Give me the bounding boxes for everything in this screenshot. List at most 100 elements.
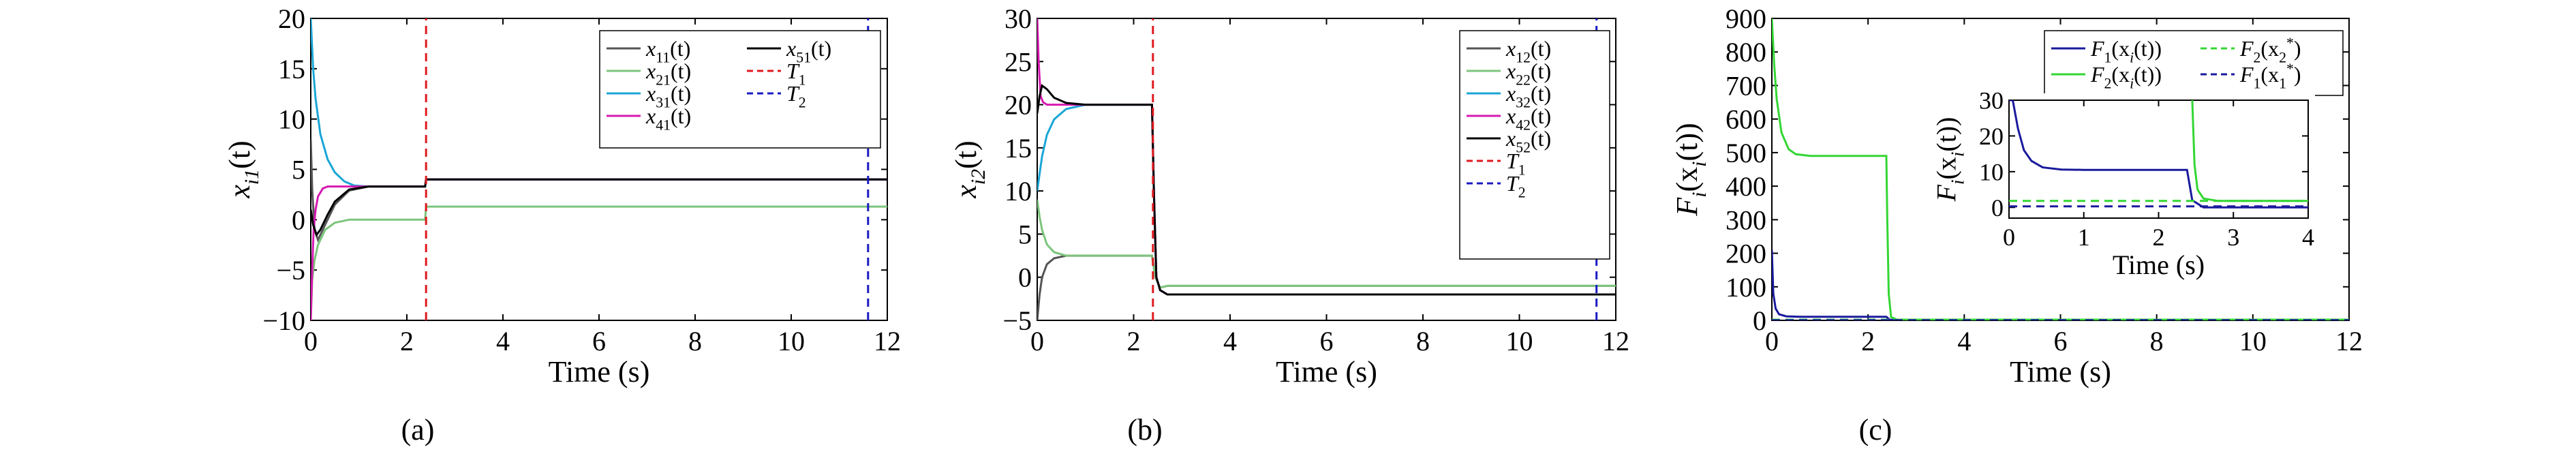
y-tick-label: 0 [1753, 305, 1766, 336]
x-axis-label: Time (s) [2010, 355, 2111, 389]
inset-y-tick-label: 0 [1991, 194, 2004, 222]
x-tick-label: 6 [592, 326, 606, 356]
legend-label-x-32-t: x32(t) [1505, 81, 1551, 111]
inset-x-tick-label: 1 [2078, 224, 2090, 251]
y-tick-label: 20 [278, 3, 305, 34]
y-tick-label: 300 [1726, 204, 1766, 235]
inset-y-tick-label: 30 [1979, 87, 2004, 115]
y-tick-label: 10 [1005, 176, 1032, 207]
series-line-x-22-t [1037, 199, 1616, 289]
x-tick-label: 4 [1223, 326, 1237, 356]
x-tick-label: 10 [2239, 326, 2267, 356]
y-tick-label: 10 [278, 104, 305, 135]
x-tick-label: 10 [778, 326, 805, 356]
series-line-f-2-x-i-t [1772, 18, 2349, 320]
x-tick-label: 4 [1957, 326, 1971, 356]
legend-label-x-42-t: x42(t) [1505, 104, 1551, 134]
y-axis-label: Fi(xi(t)) [1670, 123, 1711, 216]
y-tick-label: 30 [1005, 3, 1032, 34]
inset-y-tick-label: 10 [1979, 158, 2004, 185]
y-tick-label: 0 [1018, 262, 1032, 293]
x-tick-label: 2 [400, 326, 414, 356]
legend-label-f-2-x-2: F2(x2*) [2239, 35, 2301, 66]
x-tick-label: 0 [1030, 326, 1044, 356]
caption-c: (c) [1858, 413, 1892, 446]
y-tick-label: 5 [1018, 219, 1032, 249]
y-tick-label: 700 [1726, 70, 1766, 101]
legend-box [1459, 30, 1610, 260]
legend-label-t-2: T2 [1506, 171, 1526, 201]
x-tick-label: 0 [1765, 326, 1779, 356]
y-tick-label: 600 [1726, 104, 1766, 135]
legend-label-x-21-t: x21(t) [645, 59, 691, 89]
y-tick-label: −5 [1002, 305, 1032, 336]
legend-label-t-1: T1 [786, 59, 806, 89]
legend-label-x-41-t: x41(t) [645, 104, 691, 134]
series-line-x-51-t [311, 178, 887, 237]
caption-b: (b) [1127, 413, 1163, 446]
x-tick-label: 2 [1127, 326, 1141, 356]
y-axis-label: xi1(t) [223, 140, 263, 198]
x-tick-label: 2 [1861, 326, 1875, 356]
inset-x-axis-label: Time (s) [2113, 249, 2205, 280]
x-tick-label: 12 [1602, 326, 1629, 356]
legend-label-t-1: T1 [1506, 149, 1526, 179]
legend-label-x-11-t: x11(t) [645, 36, 690, 66]
y-tick-label: 15 [1005, 133, 1032, 164]
legend-label-x-22-t: x22(t) [1505, 59, 1551, 89]
y-tick-label: 400 [1726, 171, 1766, 202]
x-tick-label: 4 [496, 326, 510, 356]
y-tick-label: 15 [278, 54, 305, 85]
inset-x-tick-label: 4 [2302, 224, 2314, 251]
inset-x-tick-label: 3 [2227, 224, 2239, 251]
x-axis-label: Time (s) [549, 355, 650, 389]
y-tick-label: 100 [1726, 272, 1766, 303]
inset-y-axis-label: Fi(xi(t)) [1931, 117, 1968, 202]
y-tick-label: 25 [1005, 46, 1032, 77]
y-tick-label: 20 [1005, 90, 1032, 121]
caption-a: (a) [401, 413, 435, 446]
y-tick-label: −5 [276, 255, 305, 286]
series-line-x-52-t [1037, 84, 1616, 296]
x-tick-label: 8 [1416, 326, 1430, 356]
y-tick-label: 0 [292, 204, 305, 235]
y-tick-label: 200 [1726, 239, 1766, 269]
y-tick-label: 500 [1726, 138, 1766, 168]
series-line-x-21-t [311, 205, 887, 320]
legend-label-f-1-x-i-t: F1(xi(t)) [2090, 36, 2162, 66]
x-axis-label: Time (s) [1276, 355, 1377, 389]
x-tick-label: 8 [688, 326, 702, 356]
y-tick-label: −10 [262, 305, 305, 336]
legend-label-x-51-t: x51(t) [786, 36, 831, 66]
inset-chart: 0 1 2 3 4 0 10 20 30 Time (s) Fi(xi(t)) [1931, 87, 2315, 280]
inset-x-tick-label: 2 [2153, 224, 2165, 251]
legend-box [599, 30, 881, 149]
legend-label-f-1-x-1: F1(x1*) [2239, 61, 2301, 92]
legend-box [2044, 30, 2344, 96]
legend-label-t-2: T2 [786, 81, 806, 111]
legend: F1(xi(t))F2(xi(t)) F2(x2*)F1(x1*) [2044, 30, 2344, 96]
chart-panel-1: 0 2 4 6 8 10 12 −10 −5 0 5 10 15 20 Time (s) xi1(t) x11(… [223, 3, 901, 389]
legend-label-x-31-t: x31(t) [645, 81, 691, 111]
x-tick-label: 6 [2054, 326, 2068, 356]
inset-y-tick-label: 20 [1979, 123, 2004, 150]
y-tick-label: 5 [292, 155, 305, 185]
legend-label-f-2-x-i-t: F2(xi(t)) [2090, 62, 2162, 92]
y-axis-label: xi2(t) [949, 140, 990, 198]
x-tick-label: 8 [2150, 326, 2164, 356]
legend-label-x-12-t: x12(t) [1505, 36, 1551, 66]
chart-panel-3: 0 2 4 6 8 10 120100200300400500600700800900Tim… [1670, 3, 2363, 389]
series-line-f-1-x-i-t [1772, 249, 2349, 320]
x-tick-label: 10 [1506, 326, 1533, 356]
x-tick-label: 12 [2335, 326, 2363, 356]
legend-label-x-52-t: x52(t) [1505, 126, 1551, 156]
x-tick-label: 6 [1320, 326, 1334, 356]
inset-x-tick-label: 0 [2003, 224, 2015, 251]
x-tick-label: 0 [304, 326, 318, 356]
y-tick-label: 900 [1726, 3, 1766, 34]
x-tick-label: 12 [874, 326, 901, 356]
